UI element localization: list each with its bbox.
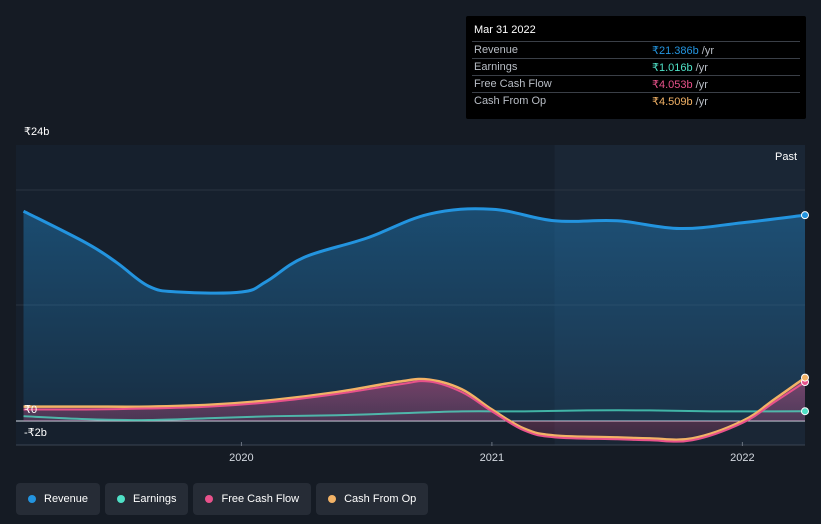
cash-from-op-area: [23, 377, 806, 440]
tooltip-label: Revenue: [474, 44, 519, 56]
legend-label: Earnings: [133, 493, 177, 505]
tooltip-row-earnings: Earnings ₹1.016b/yr: [472, 58, 800, 76]
legend-dot-icon: [117, 495, 126, 503]
legend-item-cash-from-op[interactable]: Cash From Op: [316, 483, 429, 515]
tooltip-value: ₹21.386b/yr: [652, 44, 714, 57]
legend-label: Cash From Op: [344, 493, 417, 505]
tooltip-label: Cash From Op: [474, 95, 547, 107]
revenue-line: [22, 207, 806, 295]
revenue-end-point: [801, 211, 809, 220]
tooltip-value-number: ₹1.016b: [652, 62, 693, 74]
tooltip-value-unit: /yr: [695, 62, 708, 74]
legend-label: Free Cash Flow: [221, 493, 300, 505]
x-tick-label: 2020: [229, 452, 253, 464]
tooltip-value-unit: /yr: [695, 96, 708, 108]
y-tick-label: ₹24b: [24, 126, 49, 138]
tooltip-value-number: ₹21.386b: [652, 45, 699, 57]
cash-from-op-end-point: [801, 373, 809, 382]
legend-dot-icon: [328, 495, 337, 503]
x-tick-label: 2022: [730, 452, 754, 464]
financial-area-chart: ₹24b ₹0 -₹2b 2020 2021 2022 Past: [16, 126, 809, 464]
y-tick-label: ₹0: [24, 404, 37, 416]
tooltip-label: Earnings: [474, 61, 518, 73]
x-tick-label: 2021: [480, 452, 504, 464]
tooltip-value-number: ₹4.053b: [652, 79, 693, 91]
tooltip-row-free-cash-flow: Free Cash Flow ₹4.053b/yr: [472, 75, 800, 93]
tooltip-value-number: ₹4.509b: [652, 96, 693, 108]
legend-item-free-cash-flow[interactable]: Free Cash Flow: [193, 483, 312, 515]
chart-legend: Revenue Earnings Free Cash Flow Cash Fro…: [16, 483, 429, 515]
tooltip-row-cash-from-op: Cash From Op ₹4.509b/yr: [472, 92, 800, 110]
legend-label: Revenue: [44, 493, 89, 505]
tooltip-date: Mar 31 2022: [474, 24, 536, 36]
earnings-end-point: [801, 407, 809, 416]
tooltip-value: ₹4.053b/yr: [652, 78, 708, 91]
tooltip-value-unit: /yr: [695, 79, 708, 91]
revenue-area: [23, 208, 806, 421]
y-tick-label: -₹2b: [24, 427, 47, 439]
earnings-line: [23, 409, 806, 422]
legend-dot-icon: [28, 495, 36, 503]
tooltip-row-revenue: Revenue ₹21.386b/yr: [472, 41, 800, 59]
free-cash-flow-line: [23, 380, 806, 443]
tooltip-value: ₹1.016b/yr: [652, 61, 708, 74]
legend-dot-icon: [205, 495, 214, 503]
past-label: Past: [775, 151, 797, 163]
cash-from-op-line: [23, 376, 806, 441]
tooltip-value: ₹4.509b/yr: [652, 95, 708, 108]
legend-item-earnings[interactable]: Earnings: [105, 483, 189, 515]
tooltip-value-unit: /yr: [701, 45, 714, 57]
legend-item-revenue[interactable]: Revenue: [16, 483, 101, 515]
chart-tooltip: Mar 31 2022 Revenue ₹21.386b/yr Earnings…: [466, 16, 806, 119]
tooltip-label: Free Cash Flow: [474, 78, 552, 90]
